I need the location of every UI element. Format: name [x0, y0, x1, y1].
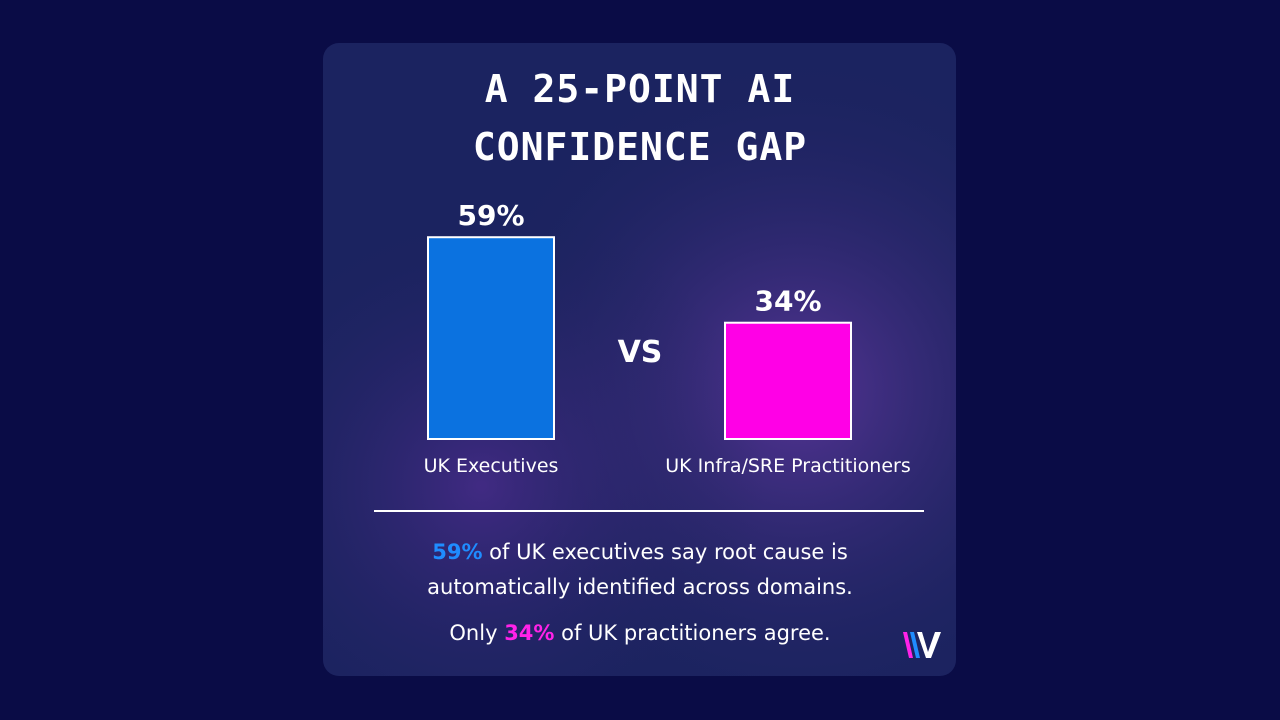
bar	[724, 321, 852, 440]
value-label: 59%	[457, 199, 524, 232]
footer-text: of UK executives say root cause is	[482, 540, 847, 564]
footer-text: Only	[449, 621, 504, 645]
highlight: 59%	[432, 540, 482, 564]
footer-line: automatically identified across domains.	[427, 575, 853, 599]
title-line: A 25-POINT AI	[485, 67, 795, 111]
value-label: 34%	[754, 285, 821, 318]
category-label: UK Executives	[424, 455, 559, 477]
highlight: 34%	[504, 621, 554, 645]
footer-text: of UK practitioners agree.	[554, 621, 830, 645]
title-line: CONFIDENCE GAP	[473, 125, 807, 169]
footer-line: 59% of UK executives say root cause is	[432, 540, 848, 564]
category-label: UK Infra/SRE Practitioners	[665, 455, 910, 477]
vs-label: VS	[618, 335, 663, 370]
footer-line: Only 34% of UK practitioners agree.	[449, 621, 830, 645]
logo	[903, 632, 941, 658]
bar	[427, 236, 555, 440]
footer-text: automatically identified across domains.	[427, 575, 853, 599]
